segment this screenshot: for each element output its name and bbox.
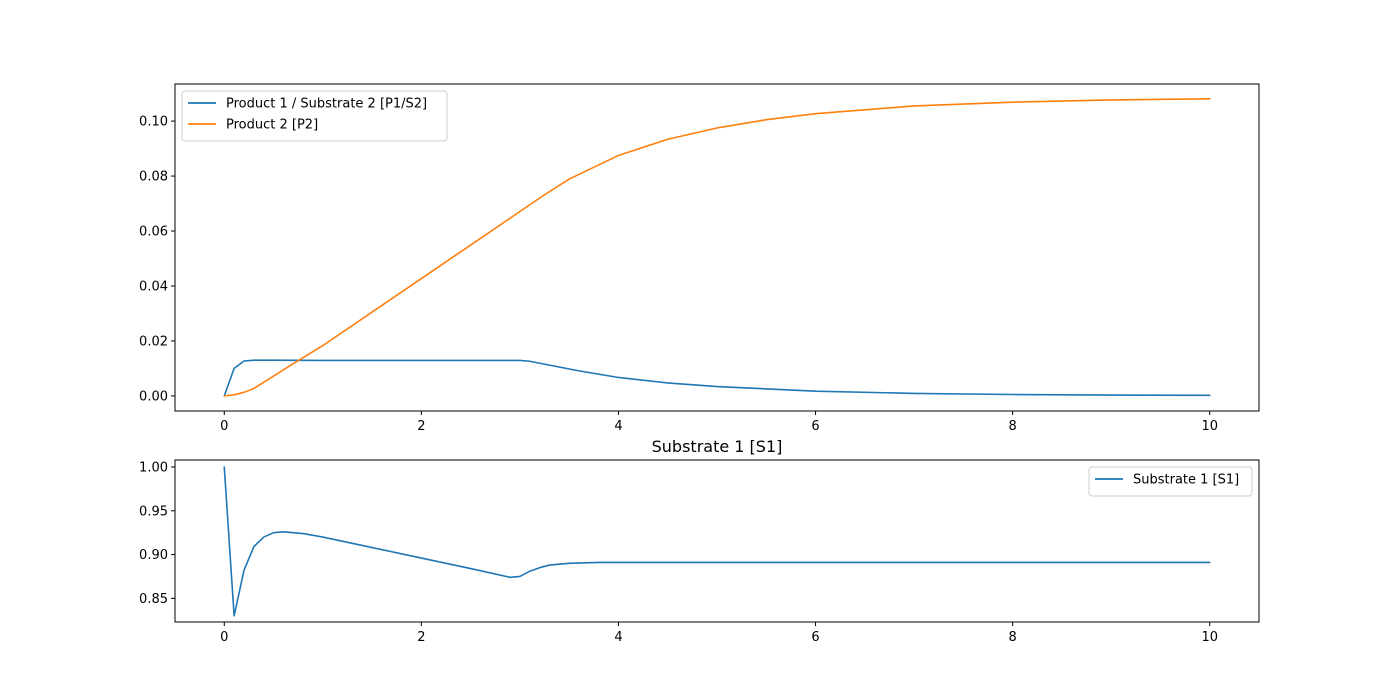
legend: Substrate 1 [S1] (1088, 466, 1253, 497)
x-tick-label: 8 (1008, 419, 1016, 434)
y-tick-label: 0.10 (139, 115, 168, 130)
chart-title: Substrate 1 [S1] (652, 437, 783, 456)
x-tick-label: 2 (417, 419, 425, 434)
series-line-1-0 (223, 466, 1211, 617)
series-line-0-0 (223, 359, 1211, 397)
y-tick-label: 0.06 (139, 225, 168, 240)
x-tick-label: 0 (220, 630, 228, 645)
x-tick-label: 10 (1201, 630, 1218, 645)
y-tick-label: 1.00 (139, 461, 168, 476)
legend: Product 1 / Substrate 2 [P1/S2] Product 2… (181, 90, 448, 142)
series-line-0-1 (223, 98, 1211, 397)
legend-label: Substrate 1 [S1] (1133, 473, 1239, 488)
x-tick-label: 6 (811, 419, 819, 434)
y-tick-label: 0.02 (139, 334, 168, 349)
legend-label: Product 2 [P2] (226, 118, 318, 133)
bottom-plot: 0 2 4 6 8 10 0.85 0.90 0.95 1.00 Substrate 1 [S1] S… (139, 437, 1260, 645)
y-tick-label: 0.85 (139, 592, 168, 607)
y-tick-label: 0.95 (139, 504, 168, 519)
plot-frame (174, 459, 1260, 623)
plot-frame (174, 83, 1260, 412)
x-tick-label: 6 (811, 630, 819, 645)
x-tick-label: 4 (614, 630, 622, 645)
y-tick-label: 0.08 (139, 170, 168, 185)
y-tick-label: 0.00 (139, 389, 168, 404)
x-tick-label: 4 (614, 419, 622, 434)
top-plot: 0 2 4 6 8 10 0.00 0.02 0.04 0.06 0.08 0.10 Product 1… (139, 83, 1260, 434)
x-tick-label: 8 (1008, 630, 1016, 645)
y-tick-label: 0.04 (139, 279, 168, 294)
y-tick-label: 0.90 (139, 548, 168, 563)
x-tick-label: 2 (417, 630, 425, 645)
x-tick-label: 10 (1201, 419, 1218, 434)
legend-label: Product 1 / Substrate 2 [P1/S2] (226, 97, 427, 112)
x-tick-label: 0 (220, 419, 228, 434)
